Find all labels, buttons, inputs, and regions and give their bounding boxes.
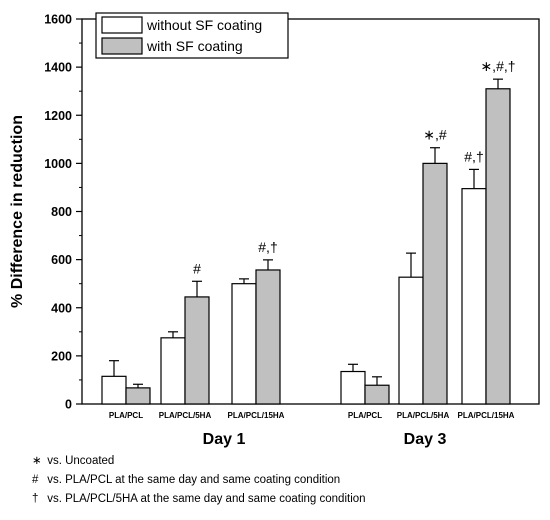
y-tick-label: 1200 — [44, 109, 72, 123]
y-tick-label: 0 — [65, 398, 72, 412]
y-tick-label: 600 — [51, 253, 72, 267]
legend-label: with SF coating — [146, 38, 243, 54]
category-label: PLA/PCL/15HA — [458, 411, 515, 420]
note-text: vs. Uncoated — [47, 455, 115, 467]
legend: without SF coating with SF coating — [95, 12, 289, 59]
y-tick-label: 1400 — [44, 61, 72, 75]
bar-with-sf — [485, 88, 511, 405]
y-axis-title: % Difference in reduction — [9, 115, 26, 308]
bar-with-sf — [255, 269, 281, 405]
significance-label: # — [193, 260, 201, 276]
legend-label: without SF coating — [146, 17, 262, 33]
bar-without-sf — [340, 370, 366, 405]
category-label: PLA/PCL — [109, 411, 143, 420]
bar-without-sf — [160, 337, 186, 405]
y-tick-label: 400 — [51, 301, 72, 315]
category-label: PLA/PCL/5HA — [159, 411, 212, 420]
significance-label: ∗,#,† — [480, 58, 515, 74]
note-text: vs. PLA/PCL at the same day and same coa… — [47, 474, 341, 486]
note-symbol: # — [32, 474, 39, 486]
bar-with-sf — [422, 162, 448, 405]
legend-swatch — [101, 16, 143, 34]
significance-label: ∗,# — [423, 127, 447, 143]
bar-with-sf — [125, 387, 151, 405]
bar-without-sf — [231, 283, 257, 405]
note-symbol: † — [32, 493, 39, 505]
bar-with-sf — [184, 296, 210, 405]
category-label: PLA/PCL — [348, 411, 382, 420]
note-text: vs. PLA/PCL/5HA at the same day and same… — [47, 493, 366, 505]
note-row: ∗ vs. Uncoated — [32, 452, 366, 471]
bar-without-sf — [398, 276, 424, 405]
category-label: PLA/PCL/15HA — [228, 411, 285, 420]
note-row: † vs. PLA/PCL/5HA at the same day and sa… — [32, 490, 366, 509]
significance-notes: ∗ vs. Uncoated # vs. PLA/PCL at the same… — [32, 452, 366, 509]
bar-without-sf — [101, 375, 127, 405]
y-tick-label: 1000 — [44, 157, 72, 171]
group-label: Day 3 — [404, 431, 447, 448]
significance-label: #,† — [258, 239, 277, 255]
y-tick-label: 800 — [51, 205, 72, 219]
note-symbol: ∗ — [32, 455, 42, 467]
y-tick-label: 1600 — [44, 13, 72, 27]
legend-swatch — [101, 37, 143, 55]
group-label: Day 1 — [203, 431, 246, 448]
y-tick-label: 200 — [51, 349, 72, 363]
note-row: # vs. PLA/PCL at the same day and same c… — [32, 471, 366, 490]
bar-with-sf — [364, 384, 390, 405]
significance-label: #,† — [464, 148, 483, 164]
bar-without-sf — [461, 188, 487, 405]
category-label: PLA/PCL/5HA — [397, 411, 450, 420]
